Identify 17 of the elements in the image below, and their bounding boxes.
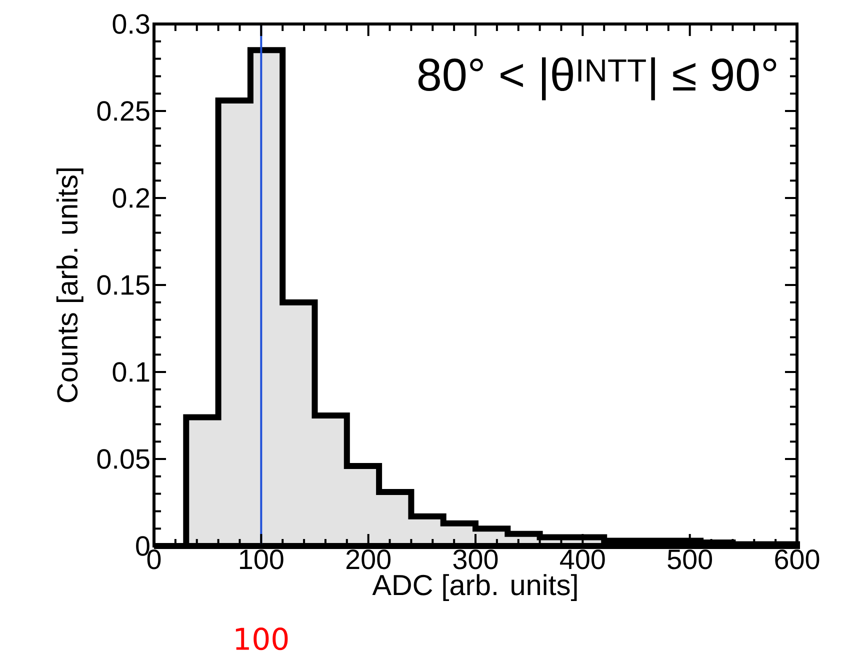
- x-tick-label: 100: [240, 550, 284, 570]
- x-tick-label: 200: [346, 550, 391, 570]
- y-tick-label: 0.2: [112, 188, 150, 208]
- ref-line-label: 100: [236, 628, 288, 650]
- x-tick-label: 500: [668, 550, 712, 570]
- y-tick-label: 0.15: [97, 275, 150, 295]
- y-tick-label: 0.3: [112, 14, 150, 34]
- y-tick-label: 0.05: [97, 449, 150, 469]
- y-axis-title: Counts [arb. units]: [56, 168, 84, 402]
- x-axis-title: ADC [arb. units]: [372, 574, 577, 602]
- y-tick-label: 0.25: [97, 101, 150, 121]
- y-tick-label: 0.1: [112, 362, 150, 382]
- x-tick-label: 600: [775, 550, 820, 570]
- x-tick-label: 300: [453, 550, 498, 570]
- y-tick-label: 0: [136, 536, 150, 556]
- annotation: 80° < |θ$^{INTT}$| ≤ 90°: [418, 57, 776, 100]
- x-tick-label: 400: [560, 550, 605, 570]
